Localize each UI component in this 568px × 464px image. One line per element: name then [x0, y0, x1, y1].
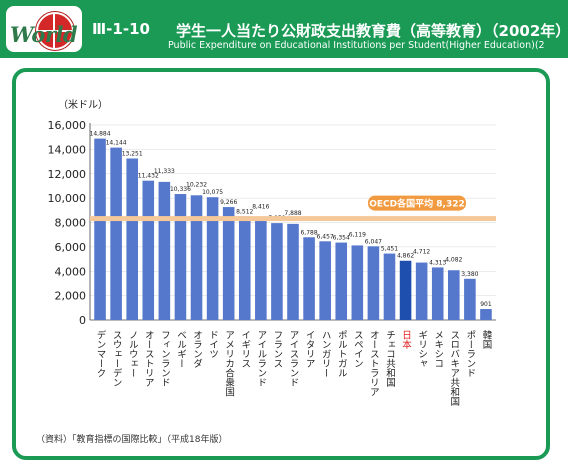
y-tick-label: 0 — [79, 314, 86, 327]
x-tick-label: ノルウェー — [127, 330, 139, 378]
bar-value-label: 8,512 — [236, 208, 253, 215]
bar — [255, 217, 267, 320]
bar-value-label: 7,888 — [284, 210, 301, 217]
x-tick-label: ハンガリー — [320, 330, 332, 378]
x-tick-label: ギリシャ — [416, 330, 427, 368]
x-tick-label: 韓国 — [480, 330, 492, 350]
bar-value-label: 6,788 — [300, 229, 317, 236]
bar — [126, 158, 138, 320]
y-tick-label: 4,000 — [55, 265, 87, 278]
bar — [190, 195, 203, 320]
bar-value-label: 6,354 — [333, 235, 350, 242]
bar-value-label: 8,416 — [252, 203, 269, 210]
bar-value-label: 3,380 — [461, 271, 478, 278]
bar — [222, 207, 235, 320]
bar-value-label: 6,457 — [317, 233, 334, 240]
bar — [142, 180, 155, 320]
chart-subtitle: Public Expenditure on Educational Instit… — [168, 40, 545, 51]
bar — [303, 237, 315, 320]
bar — [480, 309, 492, 320]
bar — [238, 216, 251, 320]
bar — [271, 223, 283, 320]
x-tick-label: アメリカ合衆国 — [223, 330, 235, 397]
x-tick-label: オーストリア — [143, 330, 155, 387]
world-logo: World — [6, 6, 82, 52]
chart-title: 学生一人当たり公財政支出教育費（高等教育）（2002年） — [176, 22, 568, 40]
y-tick-label: 8,000 — [55, 217, 87, 230]
y-tick-label: 14,000 — [48, 143, 87, 156]
bar-value-label: 4,862 — [397, 253, 414, 260]
x-tick-label: スロバキア共和国 — [448, 330, 460, 407]
bar — [174, 194, 187, 320]
bar — [383, 253, 396, 320]
bar-value-label: 4,712 — [413, 249, 430, 256]
bar-value-label: 10,232 — [186, 181, 207, 188]
bar-value-label: 11,333 — [154, 168, 175, 175]
bar — [351, 245, 364, 320]
bar — [319, 241, 331, 320]
bar-value-label: 14,884 — [90, 131, 111, 138]
x-tick-label: アイスランド — [288, 330, 300, 387]
bar-value-label: 5,451 — [381, 246, 398, 253]
bar — [448, 270, 460, 320]
bar — [287, 223, 299, 320]
figure-code: Ⅲ-1-10 — [92, 20, 150, 38]
x-tick-label: スペイン — [352, 330, 364, 368]
bar-value-label: 4,313 — [429, 259, 446, 266]
x-tick-label: オーストラリア — [368, 330, 380, 397]
x-tick-label: ポーランド — [464, 330, 476, 378]
globe-icon — [36, 12, 74, 50]
bar — [158, 181, 171, 320]
bar — [464, 278, 476, 320]
x-tick-label: メキシコ — [432, 330, 443, 368]
source-note: （資料）「教育指標の国際比較」（平成18年版） — [36, 435, 228, 445]
bar — [110, 147, 122, 320]
y-tick-label: 6,000 — [55, 241, 87, 254]
x-tick-label: オランダ — [191, 330, 203, 368]
bar — [94, 138, 106, 320]
y-axis-label: （米ドル） — [58, 98, 108, 111]
y-tick-label: 12,000 — [48, 168, 87, 181]
bar — [367, 246, 380, 320]
y-tick-label: 2,000 — [55, 290, 87, 303]
logo-text: World — [10, 22, 78, 47]
bar — [206, 197, 219, 320]
y-tick-label: 16,000 — [48, 119, 87, 132]
bar — [399, 260, 412, 320]
x-tick-label: ドイツ — [207, 330, 219, 359]
y-tick-label: 10,000 — [48, 192, 87, 205]
bar — [431, 267, 444, 320]
bar-value-label: 13,251 — [122, 151, 143, 158]
bar-value-label: 6,119 — [349, 231, 366, 238]
average-label-box — [368, 195, 466, 211]
bar-value-label: 6,047 — [365, 238, 382, 245]
x-tick-label: イギリス — [239, 330, 251, 368]
bar — [415, 262, 428, 320]
bar-value-label: 11,432 — [138, 173, 159, 180]
x-tick-label: フィンランド — [159, 330, 170, 387]
x-tick-label: フランス — [271, 330, 282, 368]
bar-value-label: 10,075 — [202, 189, 223, 196]
bar-value-label: 14,144 — [106, 140, 127, 147]
x-tick-label: チェコ共和国 — [384, 330, 396, 388]
average-line — [90, 216, 496, 222]
x-tick-label: イタリア — [304, 330, 316, 368]
bar-value-label: 9,266 — [220, 199, 237, 206]
bar-value-label: 901 — [480, 301, 492, 308]
x-tick-label: デンマーク — [95, 329, 107, 377]
x-tick-label: ポルトガル — [336, 330, 348, 378]
bar-value-label: 10,336 — [170, 186, 191, 193]
x-tick-label: 日本 — [400, 330, 412, 350]
bar-value-label: 4,082 — [445, 256, 462, 263]
x-tick-label: スウェーデン — [111, 330, 123, 387]
bar — [335, 242, 348, 320]
header-banner: World Ⅲ-1-10 学生一人当たり公財政支出教育費（高等教育）（2002年… — [0, 0, 568, 58]
average-label: OECD各国平均 8,322 — [369, 198, 464, 210]
x-tick-label: アイルランド — [255, 330, 267, 387]
x-tick-label: ベルギー — [175, 330, 187, 368]
